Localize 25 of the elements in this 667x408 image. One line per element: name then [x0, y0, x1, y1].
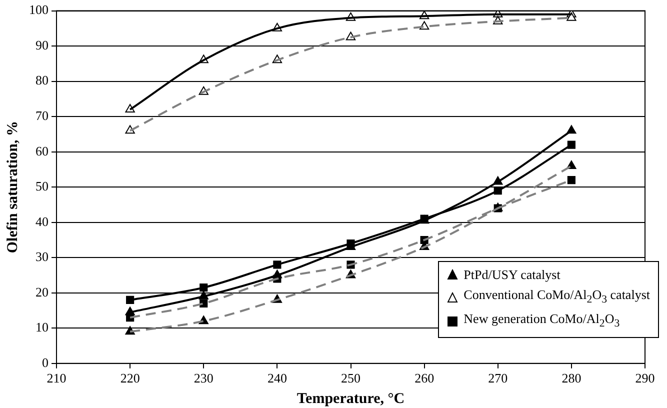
x-tick-label: 260	[414, 370, 434, 386]
y-tick-label: 80	[36, 72, 48, 88]
legend-label: Conventional CoMo/Al$_{2}$O$_{3}$ catalyst	[464, 286, 650, 308]
y-tick-label: 60	[36, 143, 48, 158]
legend-label: New generation CoMo/Al$_{2}$O$_{3}$	[464, 310, 620, 332]
y-tick-label: 0	[42, 354, 48, 370]
y-tick-label: 10	[36, 320, 48, 335]
legend-label: PtPd/USY catalyst	[464, 266, 560, 284]
x-tick-label: 240	[267, 370, 287, 386]
x-tick-label: 290	[635, 370, 655, 386]
y-tick-label: 50	[36, 178, 48, 194]
x-tick-label: 230	[194, 370, 214, 386]
x-tick-label: 220	[120, 370, 140, 386]
y-tick-label: 70	[36, 108, 48, 123]
x-axis-title: Temperature, °C	[296, 390, 405, 407]
x-tick-label: 210	[46, 370, 66, 386]
x-tick-label: 270	[488, 370, 508, 386]
y-tick-label: 40	[36, 214, 48, 229]
x-tick-label: 280	[562, 370, 582, 386]
y-axis-title: Olefin saturation, %	[4, 121, 21, 254]
y-tick-label: 30	[36, 249, 48, 264]
x-tick-label: 250	[341, 370, 360, 386]
y-tick-label: 100	[29, 2, 48, 18]
y-tick-label: 90	[36, 37, 48, 52]
y-tick-label: 20	[36, 284, 48, 300]
